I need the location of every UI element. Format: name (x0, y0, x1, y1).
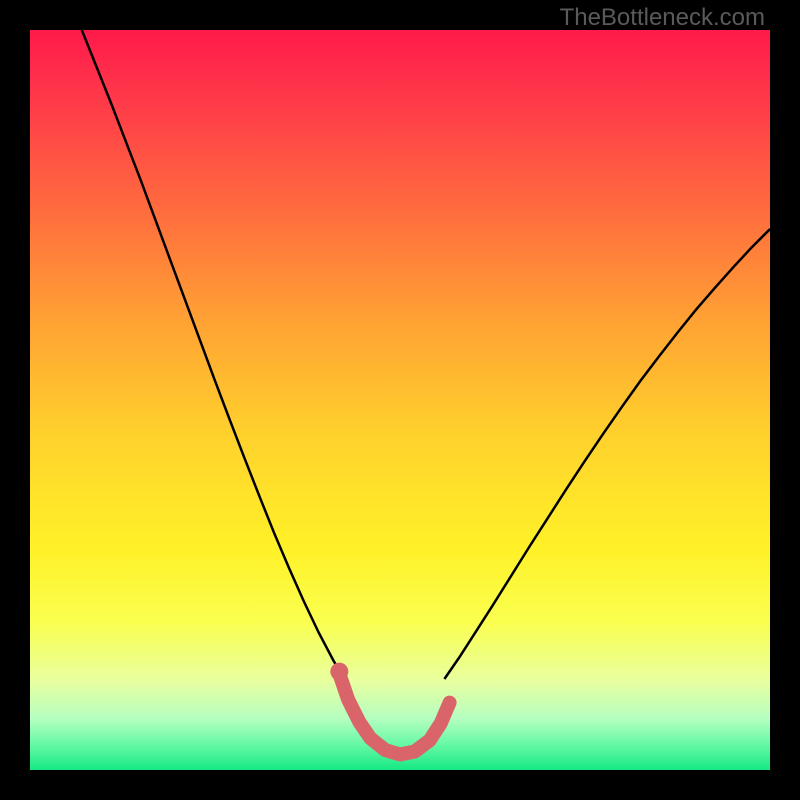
curve-left (82, 30, 345, 679)
plot-area (30, 30, 770, 770)
watermark-text: TheBottleneck.com (560, 4, 765, 32)
valley-marker-dot (330, 663, 348, 681)
curve-right (444, 229, 770, 679)
valley-marker (339, 674, 449, 755)
chart-svg (30, 30, 770, 770)
